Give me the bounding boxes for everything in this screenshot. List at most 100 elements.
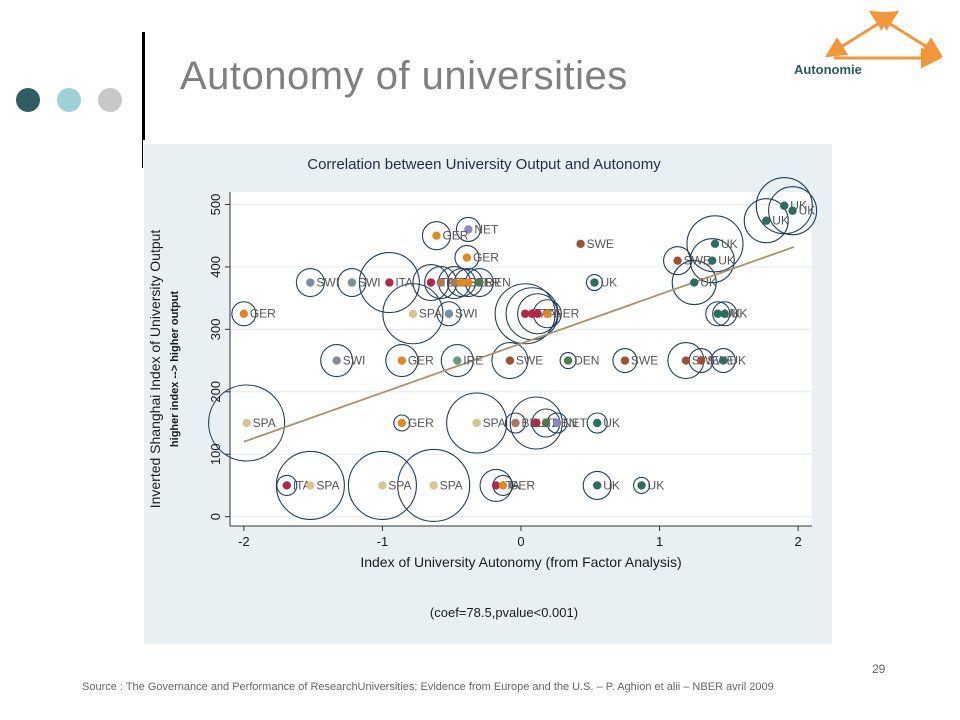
data-point xyxy=(332,356,341,365)
autonomy-triangle-icon xyxy=(824,10,944,69)
data-point xyxy=(444,309,454,318)
y-tick-label: 300 xyxy=(208,318,223,340)
data-point xyxy=(532,418,541,428)
dot-light-blue xyxy=(57,88,81,112)
y-tick-label: 0 xyxy=(208,513,223,520)
weight-circle xyxy=(582,470,612,500)
weight-circle xyxy=(320,344,354,378)
weight-circle xyxy=(743,198,789,244)
data-point xyxy=(450,278,459,287)
point-label: SWI xyxy=(343,354,366,368)
weight-circle xyxy=(358,251,420,314)
point-label: GER xyxy=(250,307,276,321)
point-label: UK xyxy=(772,214,789,228)
data-point xyxy=(464,278,473,287)
data-point xyxy=(397,418,407,428)
x-axis-label: Index of University Autonomy (from Facto… xyxy=(360,554,681,570)
x-tick-label: 0 xyxy=(517,534,524,549)
weight-circle xyxy=(586,412,608,434)
point-label: NET xyxy=(474,222,499,236)
y-tick-label: 400 xyxy=(208,256,223,278)
weight-circle xyxy=(385,344,419,378)
data-point xyxy=(780,201,789,210)
point-label: UK xyxy=(718,254,735,268)
data-point xyxy=(762,216,771,225)
data-point xyxy=(306,481,315,490)
data-point xyxy=(457,278,466,287)
point-label: GER xyxy=(473,251,499,265)
point-label: SWI xyxy=(455,307,478,321)
point-label: DEN xyxy=(574,354,599,368)
x-tick-label: 2 xyxy=(795,534,802,549)
weight-circle xyxy=(686,215,744,273)
point-label: GER xyxy=(408,354,434,368)
point-label: UK xyxy=(603,416,620,430)
data-point xyxy=(533,309,542,318)
weight-circle xyxy=(382,283,444,345)
point-label: SPA xyxy=(483,416,506,430)
scatter-chart: Correlation between University Output an… xyxy=(144,144,832,644)
point-label: SPA xyxy=(388,478,411,492)
data-point xyxy=(464,225,473,234)
weight-circle xyxy=(491,342,529,380)
point-label: UK xyxy=(600,276,617,290)
weight-circle xyxy=(633,476,651,494)
data-point xyxy=(511,418,520,428)
y-tick-label: 500 xyxy=(208,194,223,216)
weight-circle xyxy=(559,352,577,370)
data-point xyxy=(498,481,508,490)
weight-circle xyxy=(436,301,462,327)
regression-note: (coef=78.5,pvalue<0.001) xyxy=(430,605,578,620)
data-point xyxy=(541,418,551,428)
data-point xyxy=(242,418,251,428)
data-point xyxy=(673,256,682,265)
point-label: UK xyxy=(700,276,717,290)
data-point xyxy=(378,481,387,490)
weight-circle xyxy=(479,468,513,502)
point-label: NET xyxy=(563,416,588,430)
dot-grey xyxy=(98,88,122,112)
weight-circle xyxy=(295,267,325,298)
data-point xyxy=(620,356,630,365)
point-label: IRE xyxy=(463,354,483,368)
weight-circle xyxy=(275,450,345,520)
data-point xyxy=(472,418,481,428)
data-point xyxy=(385,278,394,287)
weight-circle xyxy=(509,396,563,450)
weight-circle xyxy=(712,301,738,327)
data-point xyxy=(462,253,472,262)
weight-circle xyxy=(494,283,556,345)
point-label: SWE xyxy=(516,354,543,368)
weight-circle xyxy=(412,263,450,302)
weight-circle xyxy=(446,392,508,454)
data-point xyxy=(552,418,562,428)
point-label: SWE xyxy=(684,254,711,268)
weight-circles xyxy=(208,177,818,522)
point-label: UK xyxy=(648,478,665,492)
data-point xyxy=(282,481,292,490)
data-point xyxy=(719,356,728,365)
data-point xyxy=(429,481,438,490)
axes: 0 100 200 300 400 500 -2 -1 0 1 2 xyxy=(208,192,812,549)
x-tick-label: -1 xyxy=(377,534,389,549)
data-point xyxy=(408,309,418,318)
data-point xyxy=(453,356,462,365)
point-label: GER xyxy=(442,229,468,243)
title-divider-thin xyxy=(142,140,143,168)
data-point xyxy=(637,481,646,490)
data-point xyxy=(713,309,722,318)
page-number: 29 xyxy=(872,662,886,676)
point-label: SWI xyxy=(316,276,339,290)
point-label: SWE xyxy=(587,237,614,251)
data-point xyxy=(593,418,602,428)
data-point xyxy=(593,481,602,490)
data-point xyxy=(720,309,729,318)
data-point xyxy=(436,278,445,287)
fit-line xyxy=(243,246,795,443)
data-point xyxy=(347,278,357,287)
gridlines xyxy=(230,203,812,518)
data-point xyxy=(590,278,599,287)
y-axis-sublabel: higher index --> higher output xyxy=(169,291,181,447)
weight-circle xyxy=(231,301,257,327)
weight-circle xyxy=(393,414,411,432)
